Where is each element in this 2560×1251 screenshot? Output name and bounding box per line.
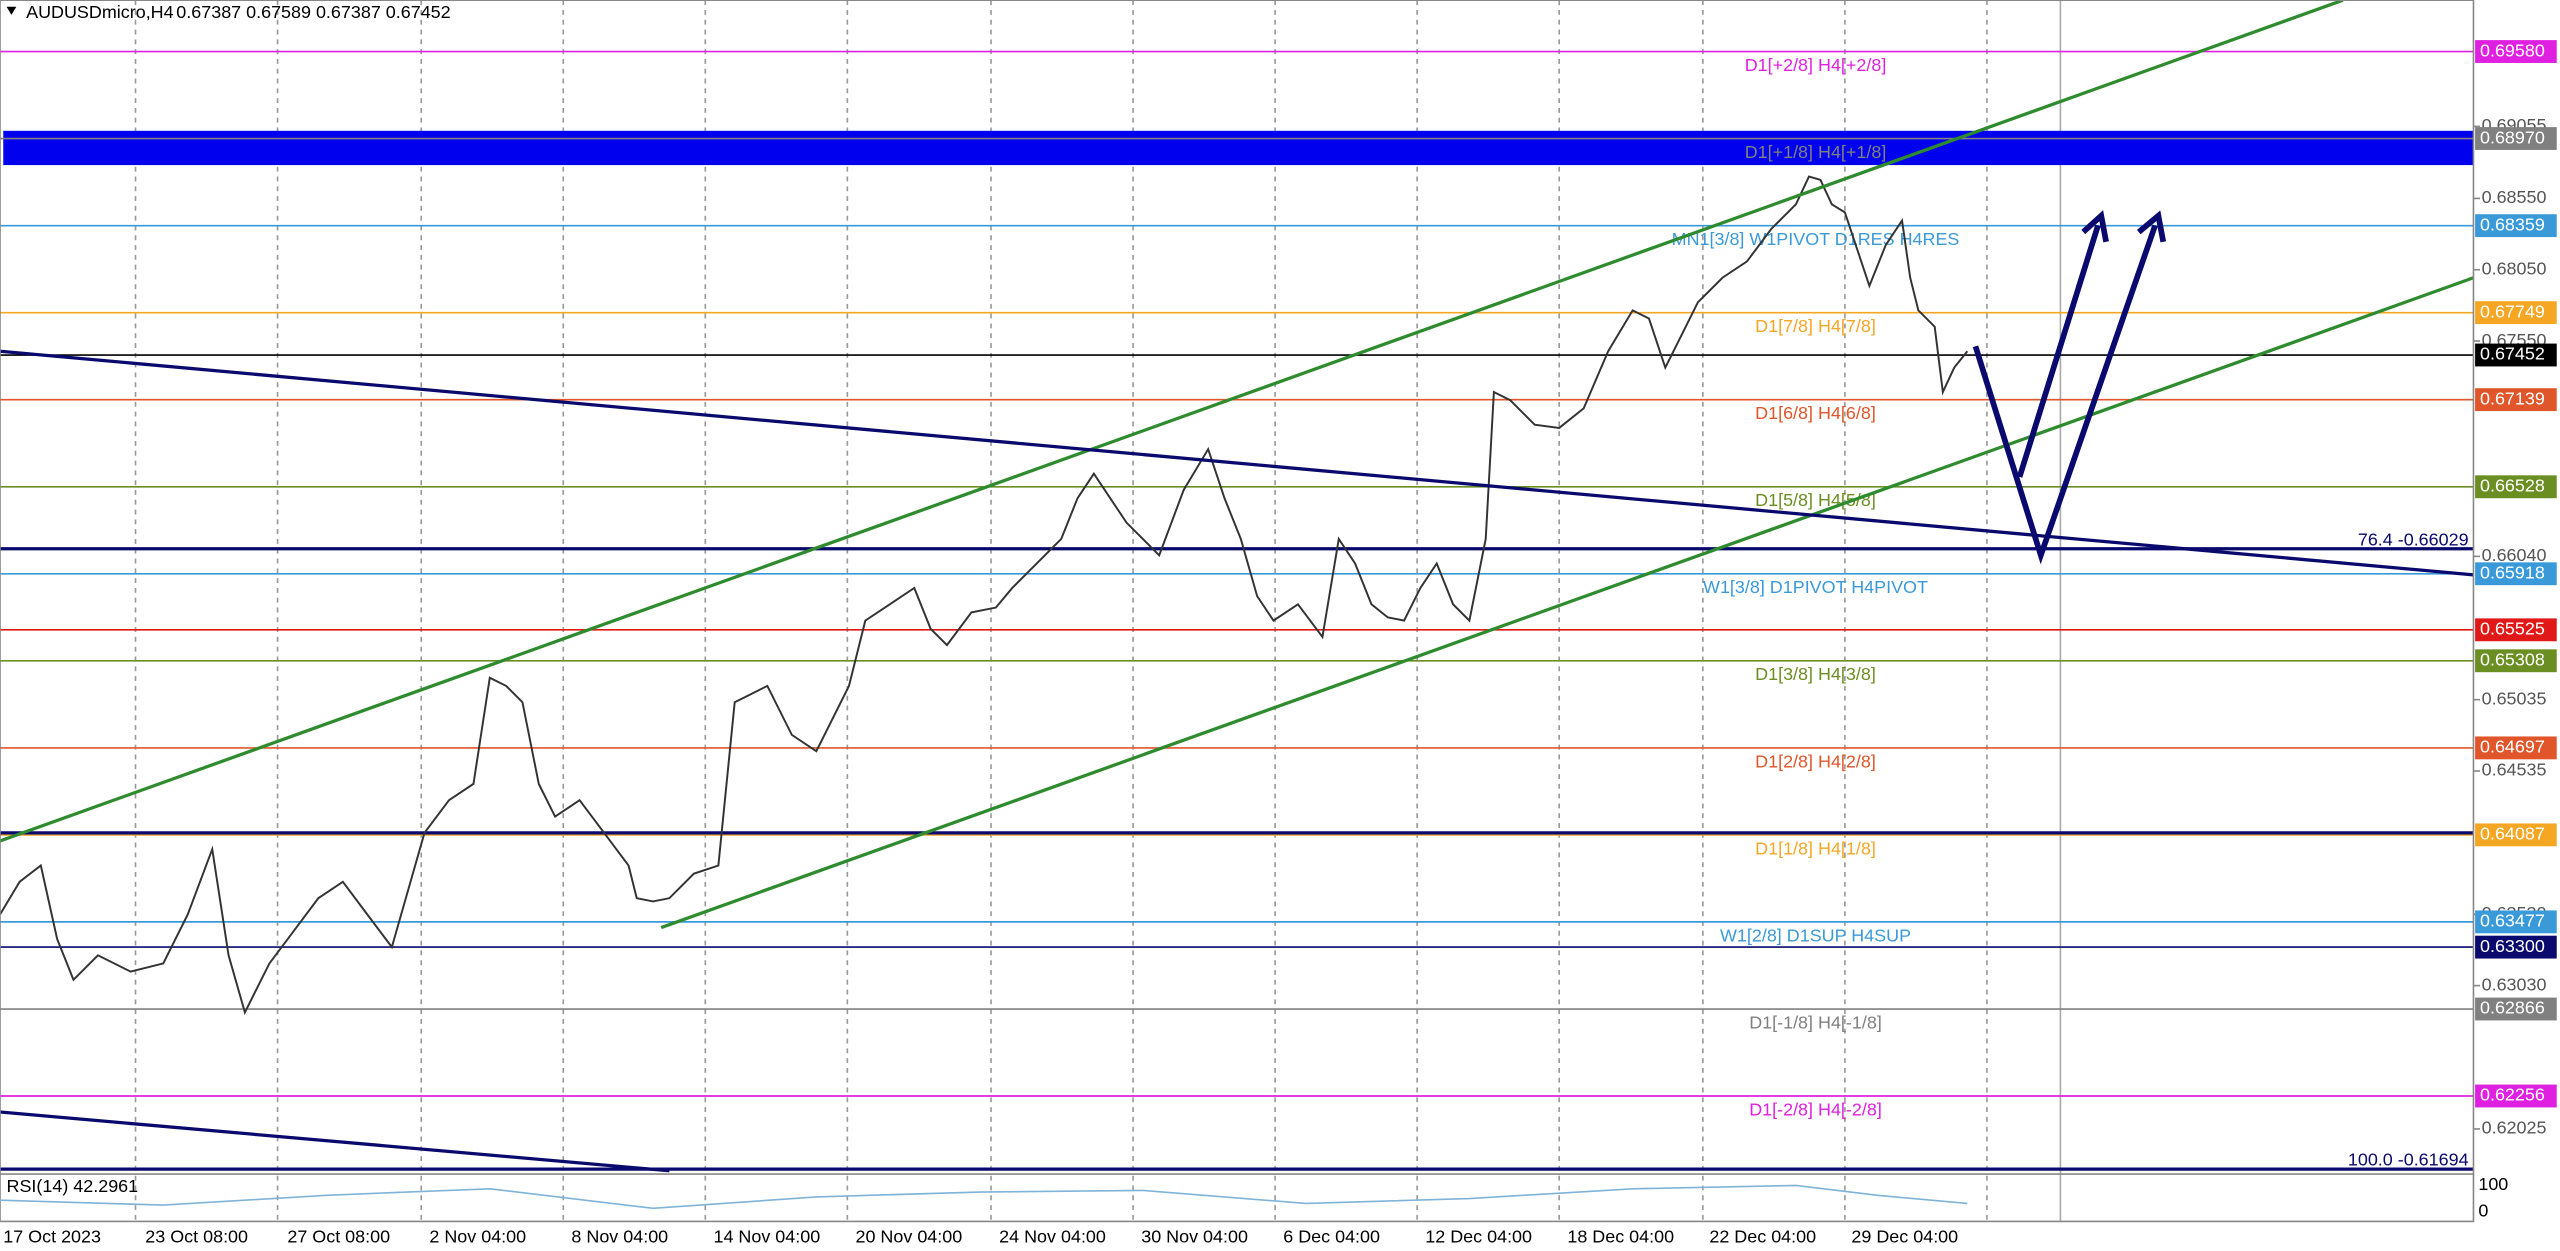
price-label: 0.63300 [2480,936,2545,956]
price-label-box [2475,1084,2557,1108]
price-label-box [2475,910,2557,934]
fib-label: 76.4 -0.66029 [2358,529,2469,549]
date-label: 20 Nov 04:00 [856,1226,963,1246]
price-label: 0.67749 [2480,301,2545,321]
date-label: 22 Dec 04:00 [1709,1226,1816,1246]
price-label: 0.65525 [2480,619,2545,639]
level-label: MN1[3/8] W1PIVOT D1RES H4RES [1672,229,1960,249]
price-label: 0.68359 [2480,214,2545,234]
price-label: 0.64087 [2480,824,2545,844]
price-label: 0.67452 [2480,344,2545,364]
ohlc: 0.67387 0.67589 0.67387 0.67452 [176,2,450,22]
price-label-box [2475,736,2557,760]
date-label: 18 Dec 04:00 [1567,1226,1674,1246]
date-label: 2 Nov 04:00 [429,1226,526,1246]
y-tick-label: 0.68550 [2482,187,2547,207]
price-label: 0.65308 [2480,649,2545,669]
price-label-box [2475,388,2557,412]
price-label: 0.63477 [2480,911,2545,931]
arrow-head [2081,210,2109,243]
level-label: D1[5/8] H4[5/8] [1755,490,1876,510]
plot-frame [0,0,2475,1223]
price-label: 0.68970 [2480,127,2545,147]
date-label: 29 Dec 04:00 [1851,1226,1958,1246]
symbol: AUDUSDmicro,H4 [26,2,174,22]
rsi-tick: 0 [2478,1200,2488,1220]
date-label: 27 Oct 08:00 [287,1226,390,1246]
price-path [0,175,1969,1016]
date-label: 30 Nov 04:00 [1141,1226,1248,1246]
menu-triangle [6,6,17,15]
y-tick-label: 0.66040 [2482,545,2547,565]
rsi-line [0,1184,1968,1210]
grid [134,0,1988,1222]
arrow-head [2136,210,2167,243]
date-label: 12 Dec 04:00 [1425,1226,1532,1246]
date-label: 17 Oct 2023 [3,1226,101,1246]
price-label-box [2475,475,2557,499]
level-label: D1[2/8] H4[2/8] [1755,751,1876,771]
price-label-box [2475,301,2557,325]
y-tick-label: 0.65035 [2482,688,2547,708]
price-label-box [2475,618,2557,642]
price-label: 0.65918 [2480,563,2545,583]
y-tick-label: 0.63030 [2482,974,2547,994]
forecast-arrows [1972,210,2167,565]
level-label: W1[2/8] D1SUP H4SUP [1720,925,1911,945]
level-label: W1[3/8] D1PIVOT H4PIVOT [1703,577,1928,597]
arrow [2016,224,2101,478]
price-label-box [2475,823,2557,847]
price-label-box [2475,214,2557,238]
fib-label: 100.0 -0.61694 [2348,1150,2469,1170]
price-label-box [2475,562,2557,586]
price-label-box [2475,40,2557,63]
price-label-box [2475,343,2557,367]
level-label: D1[-1/8] H4[-1/8] [1749,1012,1882,1032]
level-label: D1[7/8] H4[7/8] [1755,316,1876,336]
price-label: 0.62256 [2480,1085,2545,1105]
y-tick-label: 0.68050 [2482,258,2547,278]
resistance-band [3,130,2474,166]
channel-upper [0,0,2344,843]
trend-line [0,349,2474,577]
price-label: 0.62866 [2480,998,2545,1018]
level-label: D1[-2/8] H4[-2/8] [1749,1099,1882,1119]
trend-line [0,1110,670,1173]
arrow [1972,224,2158,565]
y-tick-label: 0.64535 [2482,760,2547,780]
price-label-box [2475,127,2557,150]
price-label: 0.66528 [2480,476,2545,496]
date-label: 14 Nov 04:00 [713,1226,820,1246]
rsi-label: RSI(14) 42.2961 [7,1176,139,1196]
level-label: D1[6/8] H4[6/8] [1755,403,1876,423]
level-label: D1[3/8] H4[3/8] [1755,664,1876,684]
date-label: 8 Nov 04:00 [571,1226,668,1246]
date-label: 23 Oct 08:00 [145,1226,248,1246]
price-label-box [2475,935,2557,959]
level-label: D1[+1/8] H4[+1/8] [1745,142,1887,162]
price-label: 0.64697 [2480,737,2545,757]
level-label: D1[1/8] H4[1/8] [1755,838,1876,858]
date-axis: 17 Oct 2023 23 Oct 08:00 27 Oct 08:00 2 Nov… [3,1226,1958,1246]
price-label: 0.69580 [2480,40,2545,60]
date-label: 6 Dec 04:00 [1283,1226,1380,1246]
price-label-box [2475,997,2557,1021]
level-label: D1[+2/8] H4[+2/8] [1745,55,1887,75]
price-label-box [2475,649,2557,673]
y-tick-label: 0.62025 [2482,1118,2547,1138]
rsi-tick: 100 [2478,1174,2508,1194]
date-label: 24 Nov 04:00 [999,1226,1106,1246]
channel-lower [660,276,2475,930]
price-label: 0.67139 [2480,388,2545,408]
